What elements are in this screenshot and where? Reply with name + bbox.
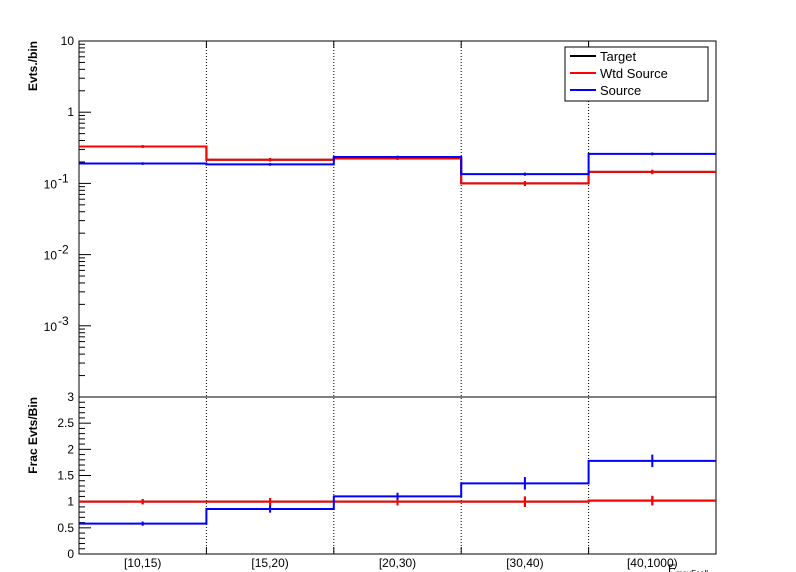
legend-entry: Source [600, 83, 641, 98]
x-tick-label: [30,40) [506, 556, 543, 570]
x-tick-label: [10,15) [124, 556, 161, 570]
y-tick-label: 10 -1 [44, 171, 69, 191]
y-tick-label-base: 10 [44, 320, 58, 334]
series-source [79, 454, 716, 526]
y-tick-label-base: 10 [44, 249, 58, 263]
series-source [79, 152, 716, 176]
y-tick-label-base: 10 [44, 177, 58, 191]
y-tick-label: 0.5 [57, 521, 74, 535]
series-line [79, 459, 716, 525]
y-tick-label: 2 [67, 442, 74, 456]
x-tick-label: [15,20) [251, 556, 288, 570]
y-axis-title: Frac Evts/Bin [26, 397, 40, 474]
y-tick-label: 0 [67, 547, 74, 561]
series-target [79, 145, 716, 186]
x-tick-label: [40,1000) [627, 556, 678, 570]
x-axis-title: EmaxFcell [668, 562, 708, 572]
y-tick-label: 1 [67, 105, 74, 119]
legend-entry: Wtd Source [600, 66, 668, 81]
series-line [79, 499, 716, 503]
bottom-plot-frame [78, 396, 717, 555]
series-line [79, 145, 716, 185]
y-tick-label: 10 -2 [44, 243, 69, 263]
y-tick-label: 1.5 [57, 469, 74, 483]
y-tick-label: 2.5 [57, 416, 74, 430]
legend-entry: Target [600, 49, 637, 64]
y-tick-label: 10 [61, 34, 75, 48]
series-line [79, 145, 716, 185]
y-tick-label-exp: -1 [58, 171, 69, 185]
y-tick-label: 10 -3 [44, 314, 69, 334]
y-tick-label: 1 [67, 495, 74, 509]
series-wtd-source [79, 145, 716, 186]
y-tick-label-exp: -2 [58, 243, 69, 257]
legend: Target Wtd Source Source [564, 46, 709, 102]
y-tick-label: 3 [67, 390, 74, 404]
x-tick-label: [20,30) [379, 556, 416, 570]
y-tick-label-exp: -3 [58, 314, 69, 328]
y-axis-title: Evts./bin [26, 41, 40, 91]
